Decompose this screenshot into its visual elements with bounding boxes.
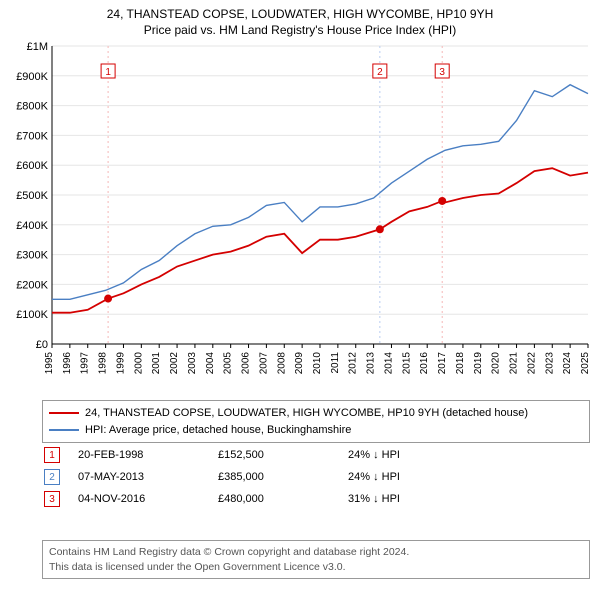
svg-text:1: 1 xyxy=(105,67,111,78)
svg-text:1999: 1999 xyxy=(115,352,126,375)
svg-text:£200K: £200K xyxy=(16,279,48,291)
sale-price: £480,000 xyxy=(218,493,348,505)
svg-text:1997: 1997 xyxy=(80,352,91,375)
svg-text:2015: 2015 xyxy=(401,352,412,375)
svg-text:2023: 2023 xyxy=(544,352,555,375)
svg-text:2002: 2002 xyxy=(169,352,180,375)
svg-text:3: 3 xyxy=(439,67,445,78)
svg-text:2022: 2022 xyxy=(526,352,537,375)
svg-text:2009: 2009 xyxy=(294,352,305,375)
credits-line2: This data is licensed under the Open Gov… xyxy=(49,560,583,575)
svg-text:2016: 2016 xyxy=(419,352,430,375)
sales-row: 1 20-FEB-1998£152,50024% ↓ HPI xyxy=(42,444,590,466)
svg-text:2019: 2019 xyxy=(473,352,484,375)
svg-text:2020: 2020 xyxy=(491,352,502,375)
svg-text:2014: 2014 xyxy=(383,352,394,375)
svg-text:2008: 2008 xyxy=(276,352,287,375)
svg-text:£700K: £700K xyxy=(16,130,48,142)
sale-date: 20-FEB-1998 xyxy=(78,449,218,461)
chart: £0 £100K £200K £300K £400K £500K £600K £700K £80… xyxy=(10,42,590,392)
svg-text:£400K: £400K xyxy=(16,220,48,232)
legend-row-property: 24, THANSTEAD COPSE, LOUDWATER, HIGH WYC… xyxy=(49,405,583,422)
chart-svg: £0 £100K £200K £300K £400K £500K £600K £700K £80… xyxy=(10,42,590,392)
svg-text:£500K: £500K xyxy=(16,190,48,202)
svg-text:2: 2 xyxy=(377,67,383,78)
sale-price: £152,500 xyxy=(218,449,348,461)
sale-date: 07-MAY-2013 xyxy=(78,471,218,483)
svg-text:2013: 2013 xyxy=(366,352,377,375)
legend-row-hpi: HPI: Average price, detached house, Buck… xyxy=(49,422,583,439)
sale-delta: 31% ↓ HPI xyxy=(348,493,478,505)
credits: Contains HM Land Registry data © Crown c… xyxy=(42,540,590,579)
svg-text:2024: 2024 xyxy=(562,352,573,375)
svg-text:2010: 2010 xyxy=(312,352,323,375)
svg-text:£1M: £1M xyxy=(27,42,48,53)
chart-title-block: 24, THANSTEAD COPSE, LOUDWATER, HIGH WYC… xyxy=(0,0,600,38)
svg-text:2012: 2012 xyxy=(348,352,359,375)
sale-marker: 2 xyxy=(44,469,60,485)
legend-label-property: 24, THANSTEAD COPSE, LOUDWATER, HIGH WYC… xyxy=(85,405,528,422)
sale-delta: 24% ↓ HPI xyxy=(348,471,478,483)
svg-text:£600K: £600K xyxy=(16,160,48,172)
svg-text:2005: 2005 xyxy=(223,352,234,375)
svg-text:2000: 2000 xyxy=(133,352,144,375)
svg-text:1995: 1995 xyxy=(44,352,55,375)
svg-text:2001: 2001 xyxy=(151,352,162,375)
svg-text:1998: 1998 xyxy=(98,352,109,375)
svg-text:2011: 2011 xyxy=(330,352,341,374)
legend-label-hpi: HPI: Average price, detached house, Buck… xyxy=(85,422,351,439)
svg-text:2004: 2004 xyxy=(205,352,216,375)
title-line1: 24, THANSTEAD COPSE, LOUDWATER, HIGH WYC… xyxy=(0,6,600,22)
svg-text:2021: 2021 xyxy=(509,352,520,375)
sale-marker: 1 xyxy=(44,447,60,463)
sales-table: 1 20-FEB-1998£152,50024% ↓ HPI 2 07-MAY-201… xyxy=(42,444,590,510)
svg-text:2006: 2006 xyxy=(241,352,252,375)
svg-text:2017: 2017 xyxy=(437,352,448,375)
svg-text:£300K: £300K xyxy=(16,250,48,262)
svg-text:2018: 2018 xyxy=(455,352,466,375)
sale-price: £385,000 xyxy=(218,471,348,483)
svg-text:£900K: £900K xyxy=(16,71,48,83)
sale-marker: 3 xyxy=(44,491,60,507)
svg-text:£800K: £800K xyxy=(16,101,48,113)
svg-text:2025: 2025 xyxy=(580,352,590,375)
page: 24, THANSTEAD COPSE, LOUDWATER, HIGH WYC… xyxy=(0,0,600,590)
legend-swatch-property xyxy=(49,412,79,414)
title-line2: Price paid vs. HM Land Registry's House … xyxy=(0,22,600,38)
svg-text:£0: £0 xyxy=(36,339,48,351)
sales-row: 2 07-MAY-2013£385,00024% ↓ HPI xyxy=(42,466,590,488)
svg-text:£100K: £100K xyxy=(16,309,48,321)
legend: 24, THANSTEAD COPSE, LOUDWATER, HIGH WYC… xyxy=(42,400,590,443)
sales-row: 3 04-NOV-2016£480,00031% ↓ HPI xyxy=(42,488,590,510)
legend-swatch-hpi xyxy=(49,429,79,431)
svg-text:2007: 2007 xyxy=(258,352,269,375)
svg-text:2003: 2003 xyxy=(187,352,198,375)
sale-delta: 24% ↓ HPI xyxy=(348,449,478,461)
svg-text:1996: 1996 xyxy=(62,352,73,375)
credits-line1: Contains HM Land Registry data © Crown c… xyxy=(49,545,583,560)
sale-date: 04-NOV-2016 xyxy=(78,493,218,505)
